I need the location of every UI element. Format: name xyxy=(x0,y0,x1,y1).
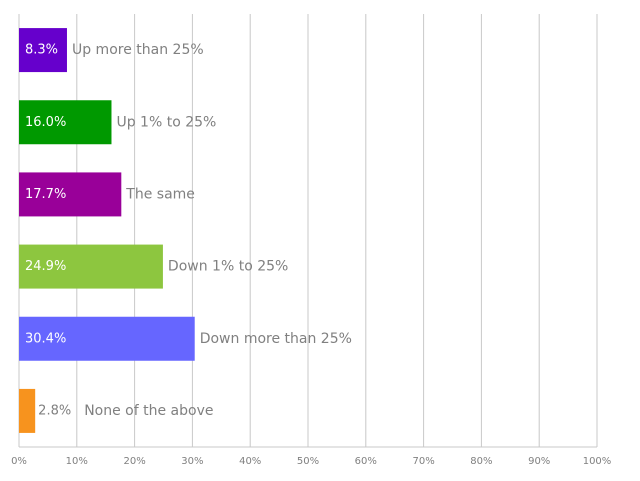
value-label: 24.9% xyxy=(25,259,66,274)
value-label: 30.4% xyxy=(25,331,66,346)
x-tick-label: 40% xyxy=(239,456,261,467)
category-label: Up more than 25% xyxy=(72,42,204,58)
value-label: 2.8% xyxy=(38,403,71,418)
x-tick-label: 50% xyxy=(297,456,319,467)
category-label: The same xyxy=(125,186,195,202)
category-label: None of the above xyxy=(84,403,213,419)
x-tick-label: 10% xyxy=(66,456,88,467)
x-tick-label: 90% xyxy=(528,456,550,467)
bar xyxy=(19,316,195,361)
category-label: Down more than 25% xyxy=(200,331,352,347)
x-tick-label: 30% xyxy=(181,456,203,467)
x-tick-label: 60% xyxy=(355,456,377,467)
bar xyxy=(19,244,163,289)
bar xyxy=(19,172,122,217)
bar xyxy=(19,100,112,145)
x-tick-label: 0% xyxy=(11,456,27,467)
x-tick-label: 20% xyxy=(123,456,145,467)
category-label: Up 1% to 25% xyxy=(116,114,216,130)
bar xyxy=(19,28,67,73)
category-label: Down 1% to 25% xyxy=(168,259,288,275)
x-tick-label: 100% xyxy=(583,456,612,467)
x-tick-label: 80% xyxy=(470,456,492,467)
x-tick-label: 70% xyxy=(412,456,434,467)
bar xyxy=(19,388,36,433)
value-label: 16.0% xyxy=(25,115,66,130)
value-label: 17.7% xyxy=(25,187,66,202)
value-label: 8.3% xyxy=(25,43,58,58)
